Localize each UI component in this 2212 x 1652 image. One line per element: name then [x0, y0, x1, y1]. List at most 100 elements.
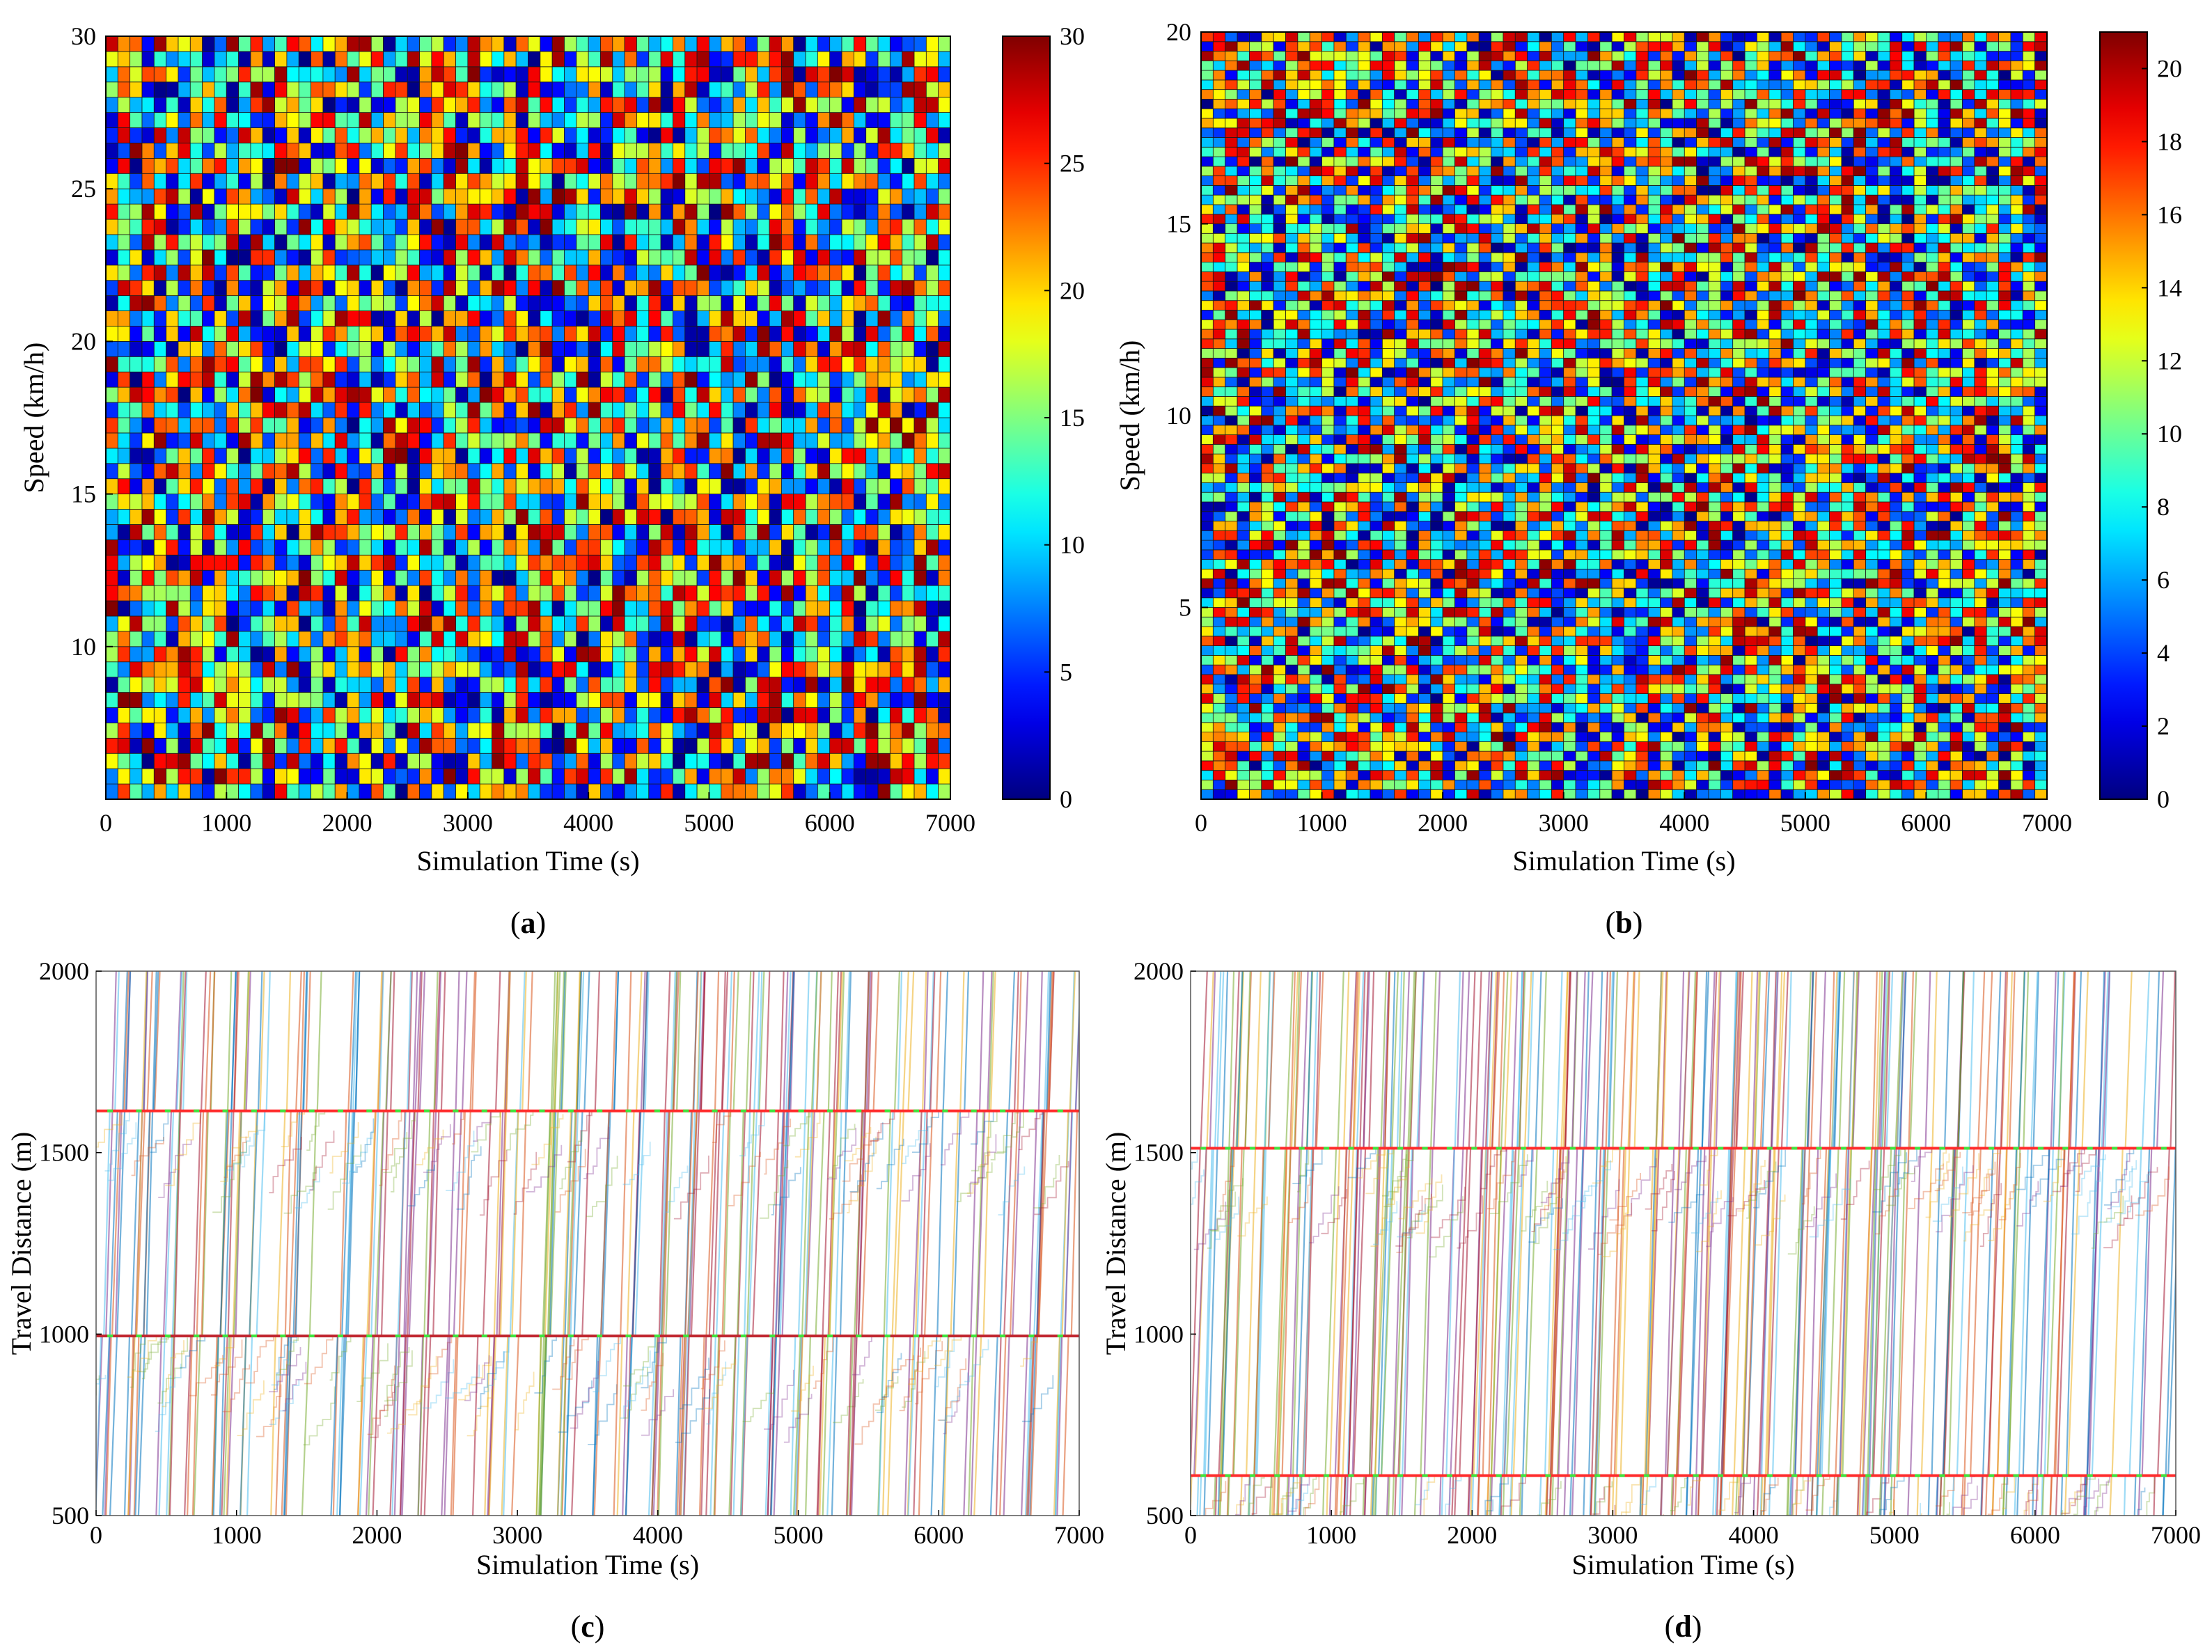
heatmap-cell	[1708, 712, 1721, 723]
heatmap-cell	[551, 203, 565, 220]
heatmap-cell	[1466, 760, 1480, 771]
heatmap-cell	[322, 615, 336, 632]
heatmap-cell	[805, 661, 818, 678]
heatmap-cell	[913, 737, 927, 754]
heatmap-cell	[286, 448, 299, 464]
heatmap-cell	[745, 127, 758, 143]
heatmap-cell	[1660, 750, 1673, 762]
heatmap-cell	[889, 661, 903, 678]
heatmap-cell	[311, 310, 324, 327]
heatmap-cell	[407, 188, 420, 205]
heatmap-cell	[528, 127, 541, 143]
heatmap-cell	[322, 81, 336, 98]
heatmap-cell	[311, 554, 324, 571]
heatmap-cell	[938, 143, 951, 159]
heatmap-cell	[322, 692, 336, 708]
heatmap-cell	[1503, 780, 1516, 790]
heatmap-cell	[479, 97, 492, 113]
heatmap-cell	[1611, 750, 1624, 762]
heatmap-cell	[913, 127, 927, 143]
heatmap-cell	[938, 494, 951, 510]
heatmap-cell	[684, 753, 698, 769]
heatmap-cell	[1793, 654, 1806, 666]
heatmap-cell	[1938, 732, 1951, 742]
heatmap-cell	[262, 219, 275, 235]
heatmap-cell	[166, 203, 179, 220]
heatmap-cell	[684, 157, 698, 174]
heatmap-cell	[431, 615, 444, 632]
heatmap-cell	[925, 157, 939, 174]
heatmap-cell	[1841, 636, 1854, 647]
heatmap-cell	[1865, 702, 1878, 714]
heatmap-cell	[189, 554, 203, 571]
heatmap-cell	[1599, 664, 1613, 675]
heatmap-cell	[359, 402, 372, 418]
heatmap-cell	[238, 356, 251, 372]
heatmap-cell	[1829, 780, 1842, 790]
heatmap-cell	[1732, 616, 1746, 627]
heatmap-cell	[334, 646, 347, 663]
heatmap-cell	[829, 692, 842, 708]
heatmap-cell	[817, 448, 831, 464]
heatmap-cell	[117, 631, 131, 647]
heatmap-cell	[793, 448, 806, 464]
heatmap-cell	[347, 203, 360, 220]
heatmap-cell	[262, 509, 275, 525]
heatmap-cell	[1466, 702, 1480, 714]
heatmap-cell	[166, 737, 179, 754]
heatmap-cell	[636, 463, 650, 480]
heatmap-cell	[178, 768, 191, 785]
heatmap-cell	[684, 707, 698, 723]
heatmap-cell	[286, 143, 299, 159]
heatmap-cell	[1962, 645, 1975, 656]
heatmap-cell	[781, 157, 794, 174]
heatmap-cell	[322, 417, 336, 434]
heatmap-cell	[781, 646, 794, 663]
heatmap-cell	[696, 127, 709, 143]
heatmap-cell	[1273, 636, 1286, 647]
heatmap-cell	[1660, 607, 1673, 617]
heatmap-cell	[1273, 712, 1286, 723]
heatmap-cell	[479, 615, 492, 632]
heatmap-cell	[503, 463, 517, 480]
heatmap-cell	[648, 326, 661, 342]
heatmap-cell	[166, 448, 179, 464]
heatmap-cell	[141, 539, 155, 556]
heatmap-cell	[1514, 750, 1528, 762]
heatmap-cell	[721, 371, 734, 388]
heatmap-cell	[853, 326, 867, 342]
heatmap-cell	[1321, 664, 1335, 675]
heatmap-cell	[1986, 760, 1999, 771]
heatmap-cell	[419, 219, 432, 235]
heatmap-cell	[130, 677, 143, 693]
heatmap-cell	[1829, 626, 1842, 637]
heatmap-cell	[1539, 693, 1552, 704]
heatmap-cell	[479, 432, 492, 449]
heatmap-cell	[889, 646, 903, 663]
heatmap-cell	[166, 143, 179, 159]
heatmap-cell	[226, 280, 240, 297]
heatmap-cell	[1611, 626, 1624, 637]
heatmap-cell	[648, 753, 661, 769]
heatmap-cell	[817, 356, 831, 372]
heatmap-cell	[648, 371, 661, 388]
heatmap-cell	[1321, 789, 1335, 800]
heatmap-cell	[732, 677, 746, 693]
heatmap-cell	[286, 554, 299, 571]
heatmap-cell	[721, 585, 734, 601]
heatmap-cell	[1345, 616, 1359, 627]
heatmap-cell	[1321, 684, 1335, 694]
heatmap-cell	[721, 723, 734, 739]
heatmap-cell	[684, 402, 698, 418]
heatmap-cell	[1817, 780, 1830, 790]
heatmap-cell	[1877, 789, 1890, 800]
heatmap-cell	[781, 677, 794, 693]
heatmap-cell	[166, 81, 179, 98]
heatmap-cell	[684, 692, 698, 708]
heatmap-cell	[202, 463, 215, 480]
heatmap-cell	[528, 494, 541, 510]
heatmap-cell	[189, 203, 203, 220]
heatmap-cell	[793, 615, 806, 632]
heatmap-cell	[407, 81, 420, 98]
heatmap-cell	[250, 310, 263, 327]
